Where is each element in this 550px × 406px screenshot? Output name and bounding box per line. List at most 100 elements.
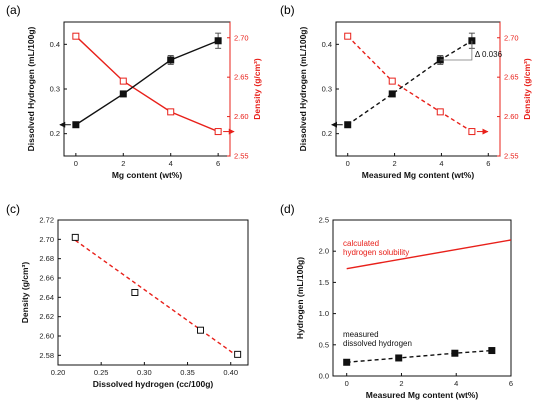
dissolved-hydrogen-point xyxy=(388,90,396,98)
dissolved-hydrogen-point xyxy=(167,56,175,64)
y2-tick-label: 2.60 xyxy=(504,112,519,121)
dissolved-hydrogen-point xyxy=(214,37,222,45)
density-point xyxy=(214,128,222,136)
y-tick-label: 0.5 xyxy=(319,340,329,349)
delta-bracket xyxy=(440,40,473,61)
x-tick-label: 0 xyxy=(346,159,350,168)
measured-hydrogen-point xyxy=(488,347,496,355)
y2-tick-label: 2.55 xyxy=(234,152,249,161)
measured-hydrogen-point xyxy=(395,354,403,362)
y-tick-label: 0.4 xyxy=(50,40,60,49)
density-point xyxy=(72,32,80,40)
y-tick-label: 2.70 xyxy=(39,235,54,244)
y-tick-label: 2.68 xyxy=(39,254,54,263)
y2-tick-label: 2.70 xyxy=(504,33,519,42)
measured-hydrogen-point xyxy=(343,358,351,366)
x-tick-label: 2 xyxy=(392,159,396,168)
x-tick-label: 4 xyxy=(439,159,443,168)
calculated-series-label: hydrogen solubility xyxy=(343,248,409,257)
measured-series-label: measured xyxy=(343,330,379,339)
y-axis-label: Dissolved Hydrogen (mL/100g) xyxy=(26,26,36,151)
y-tick-label: 2.66 xyxy=(39,274,54,283)
density-point xyxy=(388,77,396,85)
y-tick-label: 2.0 xyxy=(319,247,329,256)
density-point xyxy=(436,108,444,116)
measured-hydrogen-point xyxy=(451,349,459,357)
y-tick-label: 0.2 xyxy=(50,129,60,138)
x-tick-label: 2 xyxy=(121,159,125,168)
density-point xyxy=(468,128,476,136)
panel-label: (a) xyxy=(6,3,21,17)
dissolved-hydrogen-point xyxy=(344,121,352,129)
y-axis-label: Density (g/cm³) xyxy=(20,262,30,324)
y-tick-label: 1.0 xyxy=(319,309,329,318)
panel-c-plot-frame xyxy=(57,219,249,366)
y-axis-label: Hydrogen (mL/100g) xyxy=(295,257,305,339)
x-tick-label: 0.25 xyxy=(94,368,109,377)
dissolved-hydrogen-series-line xyxy=(75,40,219,126)
y2-tick-label: 2.55 xyxy=(504,152,519,161)
x-axis-label: Mg content (wt%) xyxy=(112,170,183,180)
panel-a: (a) 0 2 4 6 0.2 0.3 0.4 2.55 2.60 2.65 2.70 Mg conte… xyxy=(6,3,262,180)
density-point xyxy=(344,32,352,40)
data-point xyxy=(131,289,139,296)
measured-hydrogen-line xyxy=(346,349,492,363)
x-tick-label: 6 xyxy=(486,159,490,168)
y-tick-label: 0.2 xyxy=(322,129,332,138)
y2-axis-label: Density (g/cm³) xyxy=(252,58,262,120)
x-tick-label: 0.30 xyxy=(137,368,152,377)
panel-label: (b) xyxy=(280,3,295,17)
density-series-line xyxy=(75,35,219,133)
x-tick-label: 0.40 xyxy=(223,368,238,377)
panel-label: (d) xyxy=(280,202,295,216)
x-tick-label: 0.20 xyxy=(51,368,66,377)
panel-b: (b) 0 2 4 6 0.2 0.3 0.4 2.55 2.60 2.65 2.70 Measured… xyxy=(280,3,532,180)
y-axis-label: Dissolved Hydrogen (mL/100g) xyxy=(298,26,308,151)
panel-c: (c) 0.20 0.25 0.30 0.35 0.40 2.58 2.60 2.62 2.64 2… xyxy=(6,202,249,389)
density-point xyxy=(167,108,175,116)
y2-tick-label: 2.65 xyxy=(234,73,249,82)
y-tick-label: 0.3 xyxy=(50,85,60,94)
calculated-series-label: calculated xyxy=(343,239,379,248)
y2-tick-label: 2.60 xyxy=(234,112,249,121)
measured-series-label: dissolved hydrogen xyxy=(343,339,412,348)
data-point xyxy=(234,350,242,358)
x-tick-label: 6 xyxy=(216,159,220,168)
panel-b-plot-frame xyxy=(335,21,501,157)
x-tick-label: 0 xyxy=(345,379,349,388)
y2-axis-label: Density (g/cm³) xyxy=(522,58,532,120)
y2-tick-label: 2.65 xyxy=(504,73,519,82)
panel-a-plot-frame xyxy=(63,21,231,157)
x-tick-label: 4 xyxy=(454,379,458,388)
y2-tick-label: 2.70 xyxy=(234,33,249,42)
x-axis-label: Measured Mg content (wt%) xyxy=(362,170,475,180)
delta-annotation: Δ 0.036 xyxy=(475,50,503,59)
y-tick-label: 1.5 xyxy=(319,278,329,287)
panel-label: (c) xyxy=(6,202,20,216)
data-point xyxy=(197,326,204,334)
y-tick-label: 2.5 xyxy=(319,216,329,225)
y-tick-label: 0.3 xyxy=(322,85,332,94)
y-tick-label: 0.4 xyxy=(322,40,332,49)
x-tick-label: 0 xyxy=(74,159,78,168)
x-axis-label: Dissolved hydrogen (cc/100g) xyxy=(93,379,214,389)
y-tick-label: 2.58 xyxy=(39,351,54,360)
x-tick-label: 6 xyxy=(509,379,513,388)
y-tick-label: 0.0 xyxy=(319,372,329,381)
y-tick-label: 2.72 xyxy=(39,216,54,225)
panel-d-plot-frame xyxy=(332,219,512,377)
density-series-line xyxy=(347,35,473,133)
dissolved-hydrogen-series-line xyxy=(347,40,473,126)
dissolved-hydrogen-point xyxy=(72,121,80,129)
y-tick-label: 2.62 xyxy=(39,312,54,321)
calculated-solubility-line xyxy=(346,239,512,270)
y-tick-label: 2.60 xyxy=(39,332,54,341)
x-tick-label: 4 xyxy=(169,159,173,168)
panel-d: (d) 0 2 4 6 0.0 0.5 1.0 1.5 2.0 2.5 Measured Mg con… xyxy=(280,202,513,400)
data-point xyxy=(71,233,79,241)
x-axis-label: Measured Mg content (wt%) xyxy=(366,390,479,400)
dissolved-hydrogen-point xyxy=(119,90,127,98)
linear-fit-line xyxy=(74,239,239,357)
x-tick-label: 0.35 xyxy=(180,368,195,377)
